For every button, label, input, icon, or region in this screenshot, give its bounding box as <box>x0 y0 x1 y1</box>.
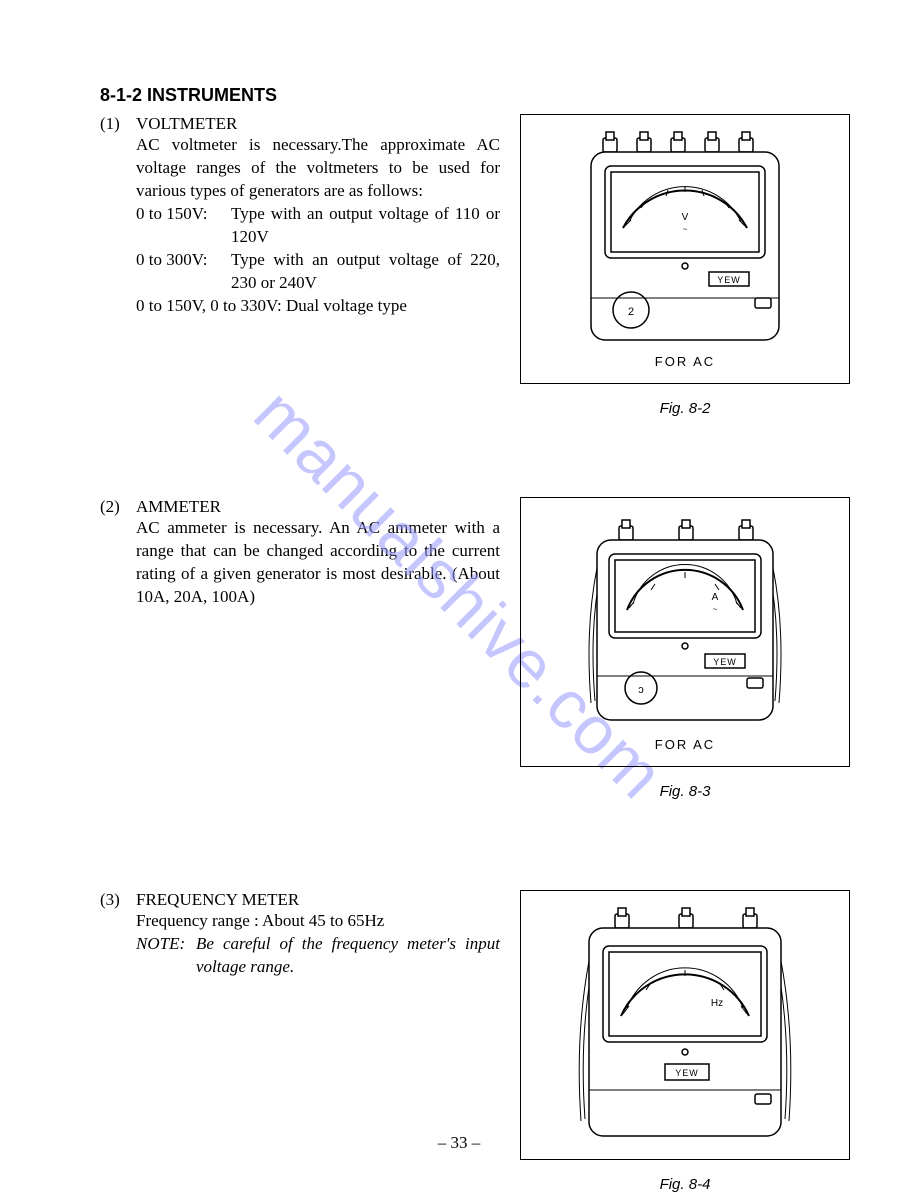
for-ac-label: FOR AC <box>521 737 849 752</box>
item-ammeter: (2) AMMETER AC ammeter is necessary. An … <box>100 497 848 800</box>
range-item: 0 to 150V: Type with an output voltage o… <box>136 203 500 249</box>
section-title: 8-1-2 INSTRUMENTS <box>100 85 848 106</box>
range-item: 0 to 300V: Type with an output voltage o… <box>136 249 500 295</box>
range-label: 0 to 150V: <box>136 203 231 249</box>
section-number: 8-1-2 <box>100 85 142 105</box>
figure-caption: Fig. 8-3 <box>520 783 850 800</box>
terminals <box>615 908 757 928</box>
ammeter-drawing: A ~ YEW ɔ <box>581 518 791 733</box>
figure-frame: V ~ YEW 2 FOR AC <box>520 114 850 384</box>
unit-label: V <box>682 212 689 223</box>
brand-label: YEW <box>675 1068 699 1078</box>
terminals <box>603 132 753 152</box>
item-number: (3) <box>100 890 132 910</box>
item-body: Frequency range : About 45 to 65Hz <box>136 910 500 933</box>
knob-label: ɔ <box>638 684 644 696</box>
figure-frame: Hz YEW <box>520 890 850 1160</box>
range-list: 0 to 150V: Type with an output voltage o… <box>136 203 500 318</box>
svg-text:~: ~ <box>683 225 688 234</box>
note-label: NOTE: <box>136 933 196 979</box>
for-ac-label: FOR AC <box>521 354 849 369</box>
text-column: (3) FREQUENCY METER Frequency range : Ab… <box>100 890 500 979</box>
range-label: 0 to 300V: <box>136 249 231 295</box>
note: NOTE: Be careful of the frequency meter'… <box>136 933 500 979</box>
range-text: Type with an output voltage of 110 or 12… <box>231 203 500 249</box>
item-voltmeter: (1) VOLTMETER AC voltmeter is necessary.… <box>100 114 848 417</box>
figure-column: A ~ YEW ɔ FOR AC Fig. 8-3 <box>500 497 850 800</box>
range-text: Dual voltage type <box>286 296 407 315</box>
note-body: Be careful of the frequency meter's inpu… <box>196 933 500 979</box>
figure-column: V ~ YEW 2 FOR AC Fig. 8-2 <box>500 114 850 417</box>
page-number: – 33 – <box>0 1133 918 1153</box>
unit-label: Hz <box>711 998 723 1009</box>
frequency-meter-drawing: Hz YEW <box>571 906 801 1146</box>
range-item: 0 to 150V, 0 to 330V: Dual voltage type <box>136 295 500 318</box>
figure-caption: Fig. 8-2 <box>520 400 850 417</box>
item-title: AMMETER <box>136 497 221 516</box>
voltmeter-drawing: V ~ YEW 2 <box>581 130 791 345</box>
unit-label: A <box>712 592 719 603</box>
item-title: VOLTMETER <box>136 114 237 133</box>
svg-text:~: ~ <box>713 605 718 614</box>
range-text: Type with an output voltage of 220, 230 … <box>231 249 500 295</box>
text-column: (1) VOLTMETER AC voltmeter is necessary.… <box>100 114 500 318</box>
item-body: AC ammeter is necessary. An AC ammeter w… <box>136 517 500 609</box>
section-title-text: INSTRUMENTS <box>147 85 277 105</box>
figure-caption: Fig. 8-4 <box>520 1176 850 1193</box>
brand-label: YEW <box>713 657 737 667</box>
item-body: AC voltmeter is necessary.The approximat… <box>136 134 500 203</box>
figure-frame: A ~ YEW ɔ FOR AC <box>520 497 850 767</box>
manual-page: manualshive.com 8-1-2 INSTRUMENTS (1) VO… <box>0 0 918 1188</box>
knob-label: 2 <box>628 306 634 318</box>
item-number: (2) <box>100 497 132 517</box>
item-title: FREQUENCY METER <box>136 890 299 909</box>
item-number: (1) <box>100 114 132 134</box>
terminals <box>619 520 753 540</box>
text-column: (2) AMMETER AC ammeter is necessary. An … <box>100 497 500 609</box>
range-label: 0 to 150V, 0 to 330V: <box>136 296 282 315</box>
brand-label: YEW <box>717 275 741 285</box>
